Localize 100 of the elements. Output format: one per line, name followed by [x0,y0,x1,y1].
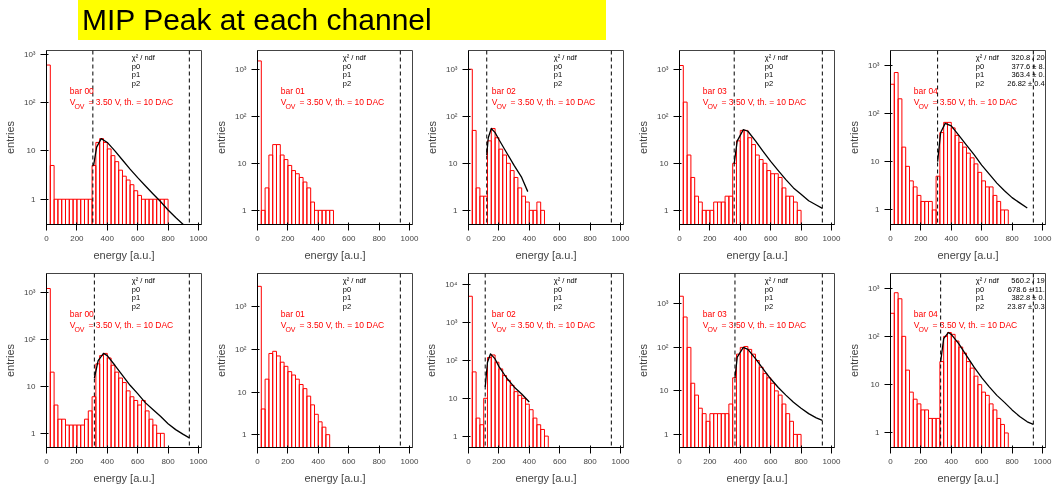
annotation: bar 00 [69,308,95,319]
annotation: bar 03 [702,85,728,96]
y-tick-label: 10³ [445,318,458,328]
x-tick-label: 200 [492,233,507,243]
x-tick-label: 200 [703,456,718,466]
x-tick-label: 1000 [611,233,630,243]
x-tick-label: 0 [677,456,683,466]
x-tick-label: 400 [100,233,115,243]
x-tick-label: 1000 [611,456,630,466]
y-tick-label: 10³ [234,64,247,74]
x-tick-label: 1000 [189,233,208,243]
x-tick-label: 600 [975,233,989,243]
y-tick-label: 10² [445,111,458,121]
y-tick-label: 10 [26,146,37,156]
y-tick-label: 10³ [445,64,458,74]
y-tick-label: 1 [31,194,37,204]
x-tick-label: 0 [255,456,261,466]
x-tick-label: 200 [70,456,85,466]
x-tick-label: 200 [914,233,929,243]
x-axis-title: energy [a.u.] [304,248,366,261]
x-tick-label: 200 [492,456,507,466]
annotation: bar 03 [702,308,728,319]
x-tick-label: 800 [161,456,176,466]
x-tick-label: 400 [944,456,959,466]
y-axis-title: entries [3,120,16,155]
x-tick-label: 200 [281,233,296,243]
x-tick-label: 0 [466,456,472,466]
x-tick-label: 400 [733,456,748,466]
x-tick-label: 1000 [1033,456,1052,466]
y-tick-label: 10 [448,158,459,168]
x-tick-label: 800 [1005,456,1020,466]
y-tick-label: 10² [656,111,669,121]
y-tick-label: 10² [445,356,458,365]
x-axis-title: energy [a.u.] [304,471,366,484]
y-tick-label: 10 [870,380,881,390]
x-tick-label: 200 [281,456,296,466]
y-tick-label: 10² [23,98,36,108]
x-tick-label: 600 [342,233,356,243]
y-tick-label: 1 [664,205,670,215]
chart-title: MIP Peak at each channel [82,2,432,38]
x-tick-label: 200 [703,233,718,243]
x-tick-label: 0 [44,233,50,243]
y-axis-title: entries [847,343,860,378]
x-axis-title: energy [a.u.] [937,471,999,484]
x-tick-label: 0 [255,233,261,243]
x-axis-title: energy [a.u.] [726,471,788,484]
y-tick-label: 1 [453,431,459,441]
x-tick-label: 400 [311,456,326,466]
x-tick-label: 200 [70,233,85,243]
y-tick-label: 10 [659,158,670,168]
annotation: bar 04 [913,308,939,319]
y-axis-title: entries [847,120,860,155]
y-tick-label: 1 [242,205,248,215]
x-axis-title: energy [a.u.] [726,248,788,261]
x-tick-label: 800 [794,233,809,243]
x-tick-label: 600 [975,456,989,466]
x-tick-label: 600 [342,456,356,466]
x-tick-label: 600 [553,233,567,243]
y-axis-title: entries [214,343,227,378]
x-tick-label: 0 [888,233,894,243]
y-tick-label: 10³ [656,299,669,309]
y-axis-title: entries [425,120,438,155]
y-tick-label: 10 [237,158,248,168]
y-axis-title: entries [636,343,649,378]
y-axis-title: entries [214,120,227,155]
x-axis-title: energy [a.u.] [515,471,577,484]
x-tick-label: 600 [764,233,778,243]
annotation: bar 01 [280,308,306,319]
y-tick-label: 10 [659,386,670,396]
x-tick-label: 200 [914,456,929,466]
x-axis-title: energy [a.u.] [93,248,155,261]
x-tick-label: 400 [733,233,748,243]
y-tick-label: 10 [26,381,37,391]
x-tick-label: 800 [794,456,809,466]
y-tick-label: 1 [31,428,37,438]
annotation: bar 02 [491,308,517,319]
x-tick-label: 400 [944,233,959,243]
y-tick-label: 10³ [867,60,880,70]
x-tick-label: 400 [100,456,115,466]
y-tick-label: 1 [664,429,670,439]
x-tick-label: 600 [553,456,567,466]
y-tick-label: 10 [448,393,459,403]
y-tick-label: 10 [237,387,248,397]
y-axis-title: entries [3,343,16,378]
x-tick-label: 800 [372,233,387,243]
x-tick-label: 1000 [1033,233,1052,243]
y-tick-label: 1 [453,205,459,215]
annotation: bar 04 [913,85,939,96]
y-axis-title: entries [636,120,649,155]
y-tick-label: 10² [23,334,36,344]
y-tick-label: 10² [867,108,880,118]
x-axis-title: energy [a.u.] [937,248,999,261]
x-axis-title: energy [a.u.] [93,471,155,484]
y-tick-label: 10³ [234,302,247,312]
y-tick-label: 10³ [23,49,36,59]
x-tick-label: 0 [888,456,894,466]
x-tick-label: 800 [372,456,387,466]
y-tick-label: 10³ [867,283,880,293]
x-tick-label: 400 [311,233,326,243]
x-tick-label: 1000 [822,456,841,466]
